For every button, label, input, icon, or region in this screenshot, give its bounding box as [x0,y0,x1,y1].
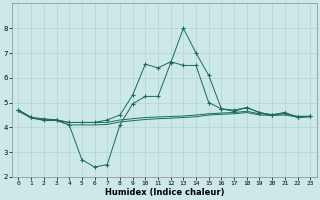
X-axis label: Humidex (Indice chaleur): Humidex (Indice chaleur) [105,188,224,197]
